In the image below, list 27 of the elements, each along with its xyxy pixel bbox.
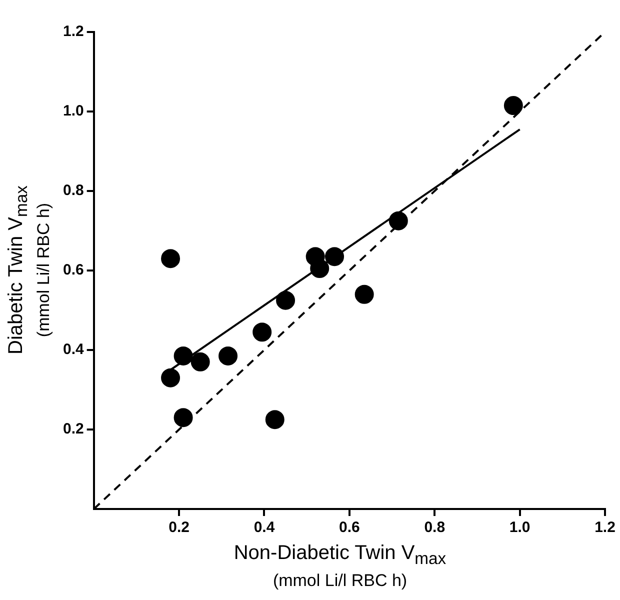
point <box>354 284 374 304</box>
point <box>174 408 193 428</box>
y-tick-label: 1.0 <box>62 102 84 120</box>
x-axis-title: Non-Diabetic Twin V$_{max}$ (mmol Li/l RBC h) <box>232 542 448 592</box>
point <box>161 368 180 388</box>
y-tick-label: 0.6 <box>62 262 84 279</box>
point <box>218 346 238 366</box>
point <box>252 322 272 342</box>
y-tick-label: 0.2 <box>62 420 84 438</box>
point <box>504 96 523 116</box>
point <box>388 211 408 230</box>
point <box>190 352 210 372</box>
y-tick-label: 0.4 <box>62 341 84 358</box>
point <box>174 346 193 366</box>
x-tick-label: 1.2 <box>594 519 616 536</box>
y-tick-label: 1.2 <box>62 23 84 40</box>
x-tick-label: 0.4 <box>254 519 276 536</box>
point <box>265 410 284 430</box>
x-tick-label: 0.8 <box>424 519 446 536</box>
y-tick-label: 0.8 <box>62 182 84 200</box>
point <box>325 247 344 266</box>
point <box>310 259 330 278</box>
point <box>276 290 296 310</box>
point <box>161 249 180 268</box>
x-tick-label: 0.6 <box>338 519 360 536</box>
x-tick-label: 0.2 <box>168 519 190 536</box>
x-tick-label: 1.0 <box>509 519 530 536</box>
